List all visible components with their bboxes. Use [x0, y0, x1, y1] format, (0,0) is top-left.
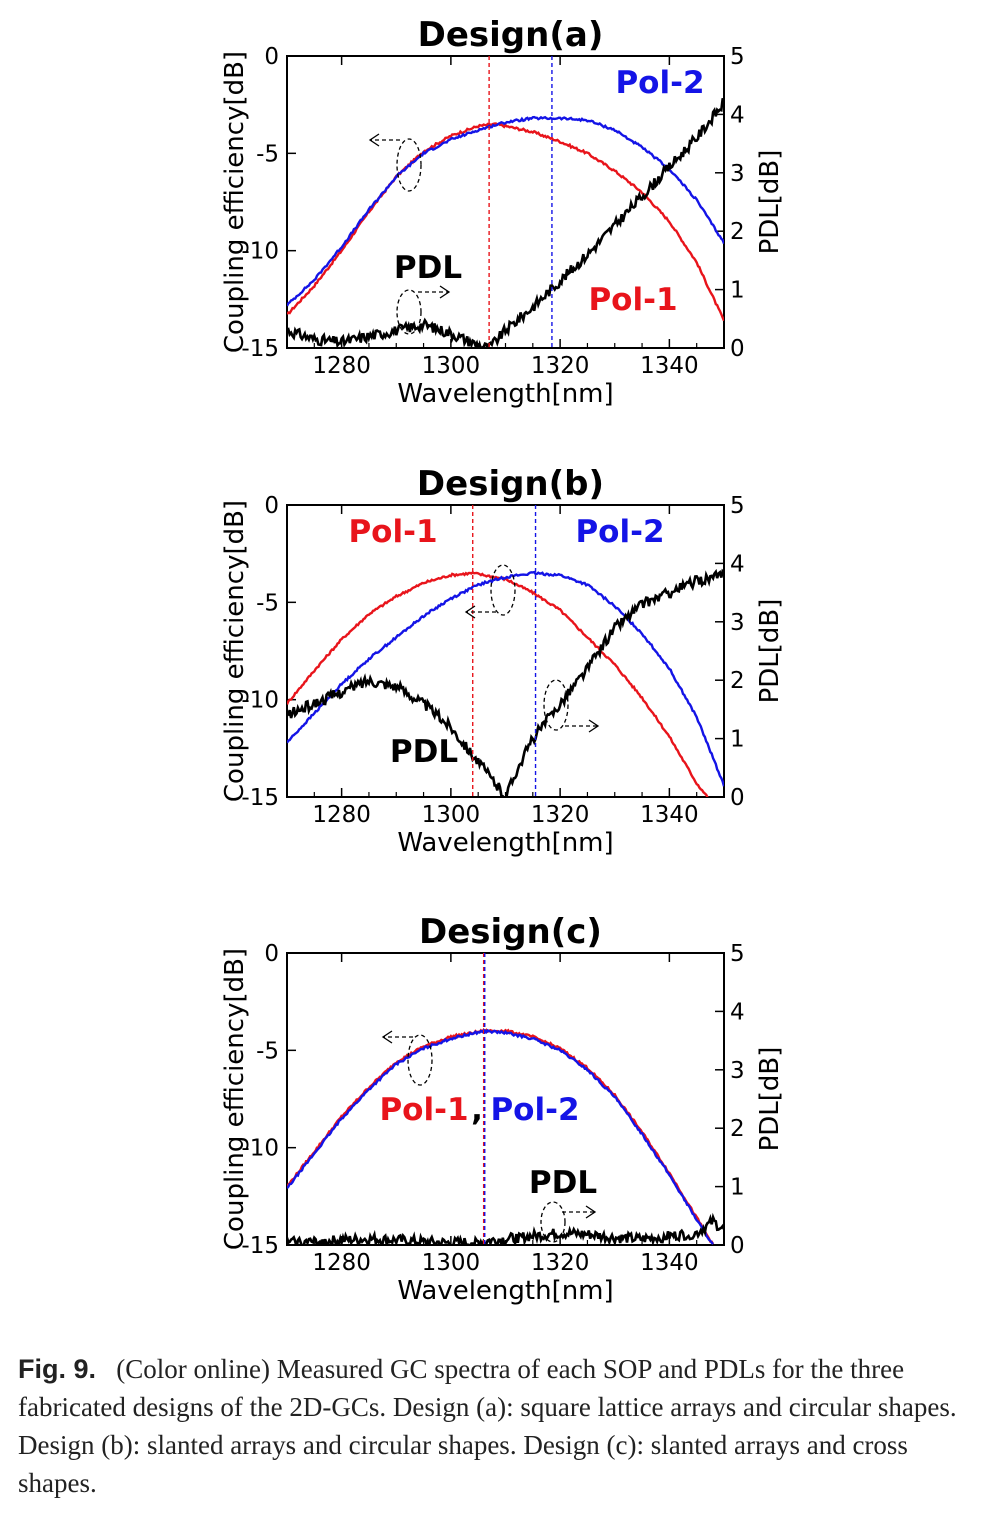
series-line-pol-2: [287, 570, 724, 787]
chart-title: Design(c): [419, 912, 602, 952]
y-tick-label: -5: [256, 590, 279, 616]
y2-axis-label: PDL[dB]: [755, 599, 785, 704]
y2-tick-label: 5: [730, 44, 745, 70]
axis-pointer-arrowhead: [585, 1205, 597, 1219]
y-axis-label: Coupling efficiency[dB]: [220, 500, 250, 802]
axis-pointer-arrowhead: [381, 1030, 393, 1044]
x-tick-label: 1280: [312, 1250, 371, 1276]
y-tick-label: 0: [264, 493, 279, 519]
axis-pointer-arrowhead: [439, 285, 451, 299]
x-tick-label: 1340: [640, 353, 699, 379]
y-axis-label: Coupling efficiency[dB]: [220, 948, 250, 1250]
axis-pointer-ellipse: [490, 564, 516, 616]
axis-pointer-ellipse: [396, 289, 422, 335]
caption-label: Fig. 9.: [18, 1354, 97, 1384]
y-tick-label: -15: [241, 336, 279, 362]
y2-tick-label: 2: [730, 668, 745, 694]
y-tick-label: 0: [264, 44, 279, 70]
y-tick-label: -15: [241, 785, 279, 811]
axis-pointer-arrowhead: [464, 605, 476, 619]
series-line-pol-1: [287, 122, 724, 322]
y2-tick-label: 1: [730, 727, 745, 753]
y-tick-label: -15: [241, 1233, 279, 1259]
x-tick-label: 1320: [531, 353, 590, 379]
x-tick-label: 1300: [422, 353, 481, 379]
y2-tick-label: 2: [730, 219, 745, 245]
y-tick-label: -5: [256, 1038, 279, 1064]
annotation-label: Pol-1: [379, 1092, 468, 1128]
y-tick-label: -10: [241, 239, 279, 265]
annotation-label: PDL: [394, 250, 462, 286]
y-tick-label: 0: [264, 941, 279, 967]
series-line-pdl: [287, 568, 724, 797]
x-tick-label: 1280: [312, 802, 371, 828]
y2-tick-label: 3: [730, 161, 745, 187]
y2-tick-label: 5: [730, 941, 745, 967]
chart-title: Design(b): [417, 464, 604, 504]
series-line-pdl: [287, 98, 724, 348]
chart-panel-3: Design(c) 1280 1300 1320 1340 0 -5 -10 -15 0 1 2 3 4 5…: [220, 912, 785, 1306]
x-axis-label: Wavelength[nm]: [397, 1276, 613, 1306]
x-axis-label: Wavelength[nm]: [397, 828, 613, 858]
annotation-label: PDL: [529, 1165, 597, 1201]
series-line-pol-1: [287, 570, 709, 797]
y2-tick-label: 5: [730, 493, 745, 519]
axis-pointer-arrowhead: [368, 133, 380, 147]
axis-pointer-arrowhead: [588, 719, 600, 733]
y2-tick-label: 0: [730, 1233, 745, 1259]
x-tick-label: 1340: [640, 1250, 699, 1276]
x-tick-label: 1320: [531, 1250, 590, 1276]
chart-panel-1: Design(a) 1280 1300 1320 1340 0 -5 -10 -15 0 1 2 3 4 5…: [220, 15, 785, 409]
x-tick-label: 1280: [312, 353, 371, 379]
y-axis-label: Coupling efficiency[dB]: [220, 51, 250, 353]
y2-tick-label: 0: [730, 785, 745, 811]
x-tick-label: 1300: [422, 802, 481, 828]
axis-pointer-ellipse: [540, 1201, 566, 1243]
y2-tick-label: 3: [730, 1058, 745, 1084]
x-tick-label: 1300: [422, 1250, 481, 1276]
annotation-label: PDL: [390, 734, 458, 770]
y2-tick-label: 4: [730, 999, 745, 1025]
y-tick-label: -5: [256, 141, 279, 167]
series-line-pol-2: [287, 115, 724, 307]
y2-tick-label: 4: [730, 551, 745, 577]
x-tick-label: 1340: [640, 802, 699, 828]
series-line-pol-1: [287, 1027, 715, 1245]
x-tick-label: 1320: [531, 802, 590, 828]
caption-text: (Color online) Measured GC spectra of ea…: [18, 1354, 957, 1498]
axis-pointer-ellipse: [407, 1034, 433, 1086]
y2-tick-label: 4: [730, 102, 745, 128]
axis-pointer-ellipse: [543, 679, 569, 731]
y2-tick-label: 3: [730, 610, 745, 636]
series-line-pol-2: [287, 1028, 714, 1245]
annotation-label: Pol-1: [348, 514, 437, 550]
y2-tick-label: 1: [730, 1175, 745, 1201]
annotation-label: Pol-2: [490, 1092, 579, 1128]
axis-pointer-ellipse: [396, 138, 422, 192]
y2-axis-label: PDL[dB]: [755, 1047, 785, 1152]
annotation-label: Pol-2: [615, 65, 704, 101]
y2-tick-label: 2: [730, 1116, 745, 1142]
y-tick-label: -10: [241, 688, 279, 714]
annotation-label: ,: [471, 1092, 483, 1128]
x-axis-label: Wavelength[nm]: [397, 379, 613, 409]
annotation-label: Pol-2: [575, 514, 664, 550]
y2-tick-label: 1: [730, 278, 745, 304]
annotation-label: Pol-1: [588, 282, 677, 318]
y-tick-label: -10: [241, 1136, 279, 1162]
chart-panel-2: Design(b) 1280 1300 1320 1340 0 -5 -10 -15 0 1 2 3 4 5…: [220, 464, 785, 858]
y2-axis-label: PDL[dB]: [755, 150, 785, 255]
chart-title: Design(a): [418, 15, 604, 55]
figure-caption: Fig. 9. (Color online) Measured GC spect…: [18, 1350, 993, 1502]
series-line-pdl: [287, 1212, 724, 1245]
y2-tick-label: 0: [730, 336, 745, 362]
